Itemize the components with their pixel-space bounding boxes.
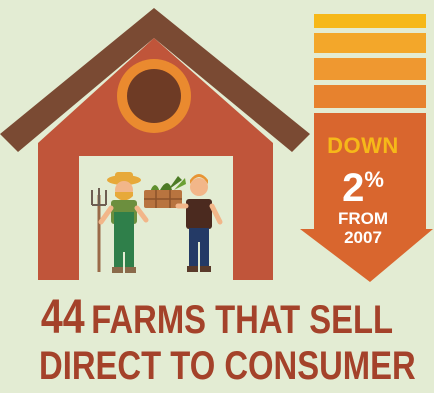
- headline-line-2: DIRECT TO CONSUMER: [39, 344, 416, 388]
- farmer-with-pitchfork-icon: [91, 172, 149, 273]
- stat-percent-symbol: %: [364, 167, 384, 192]
- barn-window: [127, 69, 181, 123]
- arrow-body: [300, 113, 433, 282]
- stat-from-label: FROM: [337, 209, 389, 228]
- headline-line-1: 44 FARMS THAT SELL: [39, 294, 395, 343]
- stat-direction: DOWN: [327, 133, 399, 158]
- farmer-with-vegetable-crate-icon: [175, 174, 223, 272]
- arrow-stripe-2: [314, 33, 426, 53]
- headline-line-1-text: FARMS THAT SELL: [91, 298, 394, 342]
- barn-roof: [0, 8, 310, 152]
- down-arrow-icon: [300, 14, 433, 282]
- stat-percent-value: 2: [342, 166, 365, 210]
- headline-number: 44: [40, 291, 85, 344]
- barn-icon: [0, 8, 310, 280]
- stat-percent: 2%: [298, 160, 428, 208]
- vegetable-crate-icon: [144, 176, 186, 208]
- arrow-stripe-4: [314, 85, 426, 108]
- stat-year: 2007: [344, 228, 382, 247]
- arrow-stripe-1: [314, 14, 426, 28]
- arrow-stripe-3: [314, 58, 426, 80]
